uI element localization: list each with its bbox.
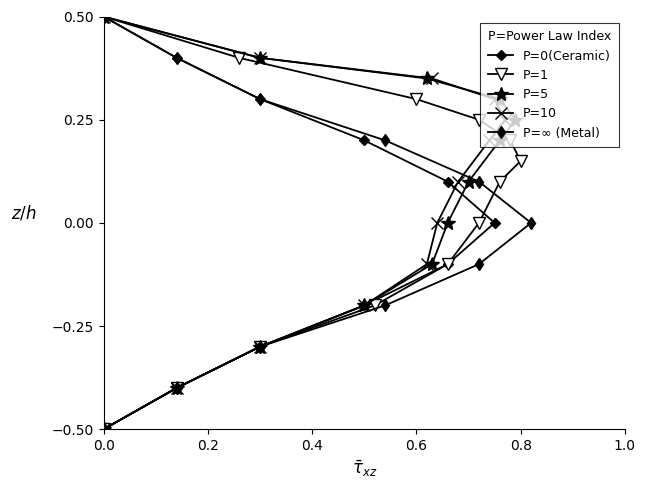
P=10 — [256, 55, 264, 61]
P=5 — [512, 117, 520, 122]
P=1 — [371, 302, 378, 308]
P=5 — [496, 137, 504, 143]
P=10 — [360, 302, 368, 308]
P=∞ (Metal) — [381, 302, 389, 308]
P=10 — [423, 261, 431, 267]
P=0(Ceramic) — [256, 96, 264, 102]
P=5 — [256, 55, 264, 61]
P=10 — [490, 96, 498, 102]
P=∞ (Metal) — [173, 385, 181, 391]
P=0(Ceramic) — [256, 343, 264, 349]
P=5 — [423, 75, 431, 81]
P=∞ (Metal) — [256, 343, 264, 349]
P=∞ (Metal) — [256, 96, 264, 102]
P=0(Ceramic) — [100, 426, 107, 432]
P=5 — [173, 385, 181, 391]
P=1 — [100, 14, 107, 20]
P=5 — [256, 343, 264, 349]
P=1 — [413, 96, 421, 102]
P=0(Ceramic) — [173, 385, 181, 391]
P=10 — [100, 14, 107, 20]
Line: P=1: P=1 — [98, 10, 527, 436]
P=0(Ceramic) — [173, 55, 181, 61]
P=5 — [465, 179, 472, 185]
P=5 — [100, 426, 107, 432]
P=10 — [256, 343, 264, 349]
P=∞ (Metal) — [100, 14, 107, 20]
Legend: P=0(Ceramic), P=1, P=5, P=10, P=∞ (Metal): P=0(Ceramic), P=1, P=5, P=10, P=∞ (Metal… — [480, 23, 619, 147]
P=1 — [475, 117, 483, 122]
P=∞ (Metal) — [527, 220, 535, 226]
P=1 — [256, 343, 264, 349]
P=5 — [360, 302, 368, 308]
P=10 — [433, 220, 441, 226]
Line: P=5: P=5 — [97, 10, 522, 436]
P=10 — [100, 426, 107, 432]
P=1 — [517, 158, 525, 164]
Line: P=10: P=10 — [98, 11, 510, 435]
P=0(Ceramic) — [100, 14, 107, 20]
P=1 — [444, 261, 452, 267]
P=10 — [454, 179, 462, 185]
P=10 — [501, 117, 509, 122]
P=∞ (Metal) — [173, 55, 181, 61]
P=0(Ceramic) — [360, 302, 368, 308]
P=∞ (Metal) — [100, 426, 107, 432]
P=0(Ceramic) — [360, 137, 368, 143]
P=1 — [496, 179, 504, 185]
P=10 — [428, 75, 436, 81]
P=5 — [100, 14, 107, 20]
P=5 — [496, 96, 504, 102]
Line: P=0(Ceramic): P=0(Ceramic) — [100, 13, 498, 433]
P=10 — [173, 385, 181, 391]
P=∞ (Metal) — [475, 179, 483, 185]
P=1 — [507, 137, 514, 143]
P=1 — [100, 426, 107, 432]
Y-axis label: $z/h$: $z/h$ — [11, 204, 37, 223]
X-axis label: $\bar{\tau}_{xz}$: $\bar{\tau}_{xz}$ — [351, 459, 377, 479]
P=10 — [485, 137, 493, 143]
P=1 — [173, 385, 181, 391]
P=0(Ceramic) — [444, 179, 452, 185]
P=0(Ceramic) — [490, 220, 498, 226]
P=∞ (Metal) — [381, 137, 389, 143]
Line: P=∞ (Metal): P=∞ (Metal) — [100, 12, 535, 433]
P=∞ (Metal) — [475, 261, 483, 267]
P=5 — [428, 261, 436, 267]
P=1 — [236, 55, 243, 61]
P=1 — [475, 220, 483, 226]
P=5 — [444, 220, 452, 226]
P=0(Ceramic) — [444, 261, 452, 267]
